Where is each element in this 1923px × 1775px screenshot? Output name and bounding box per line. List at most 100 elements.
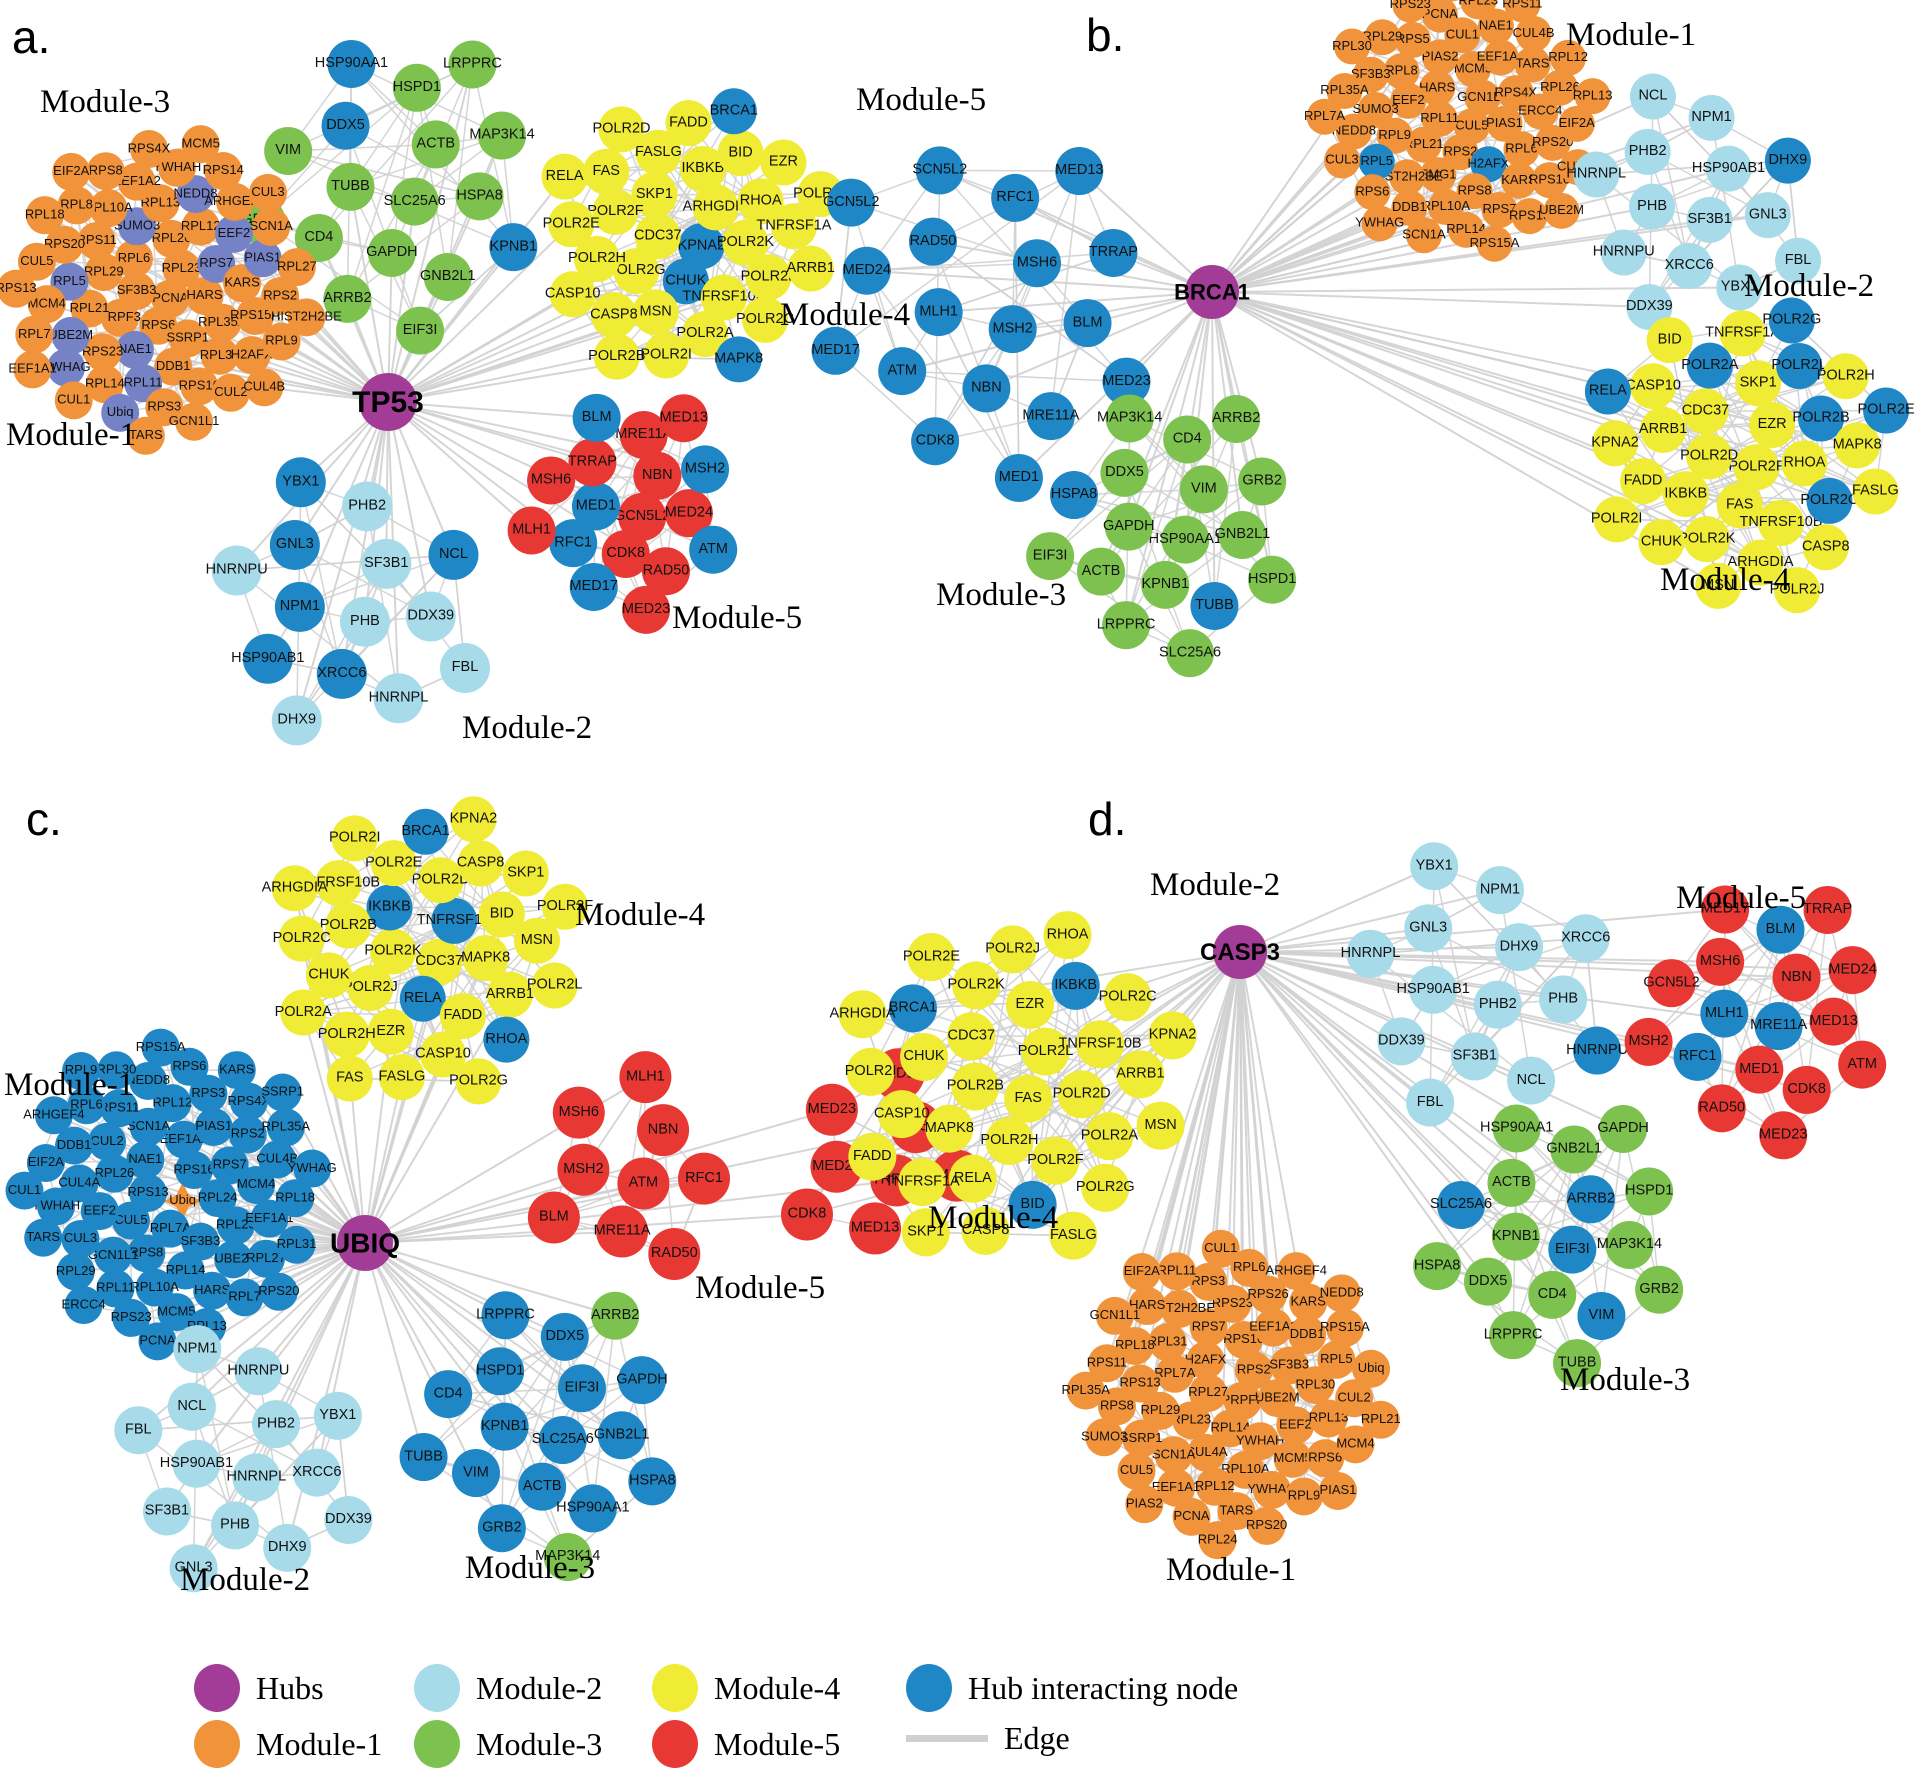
- node-circle[interactable]: [1234, 1351, 1273, 1390]
- node-MSN[interactable]: MSN: [632, 289, 679, 336]
- node-HSP90AB1[interactable]: HSP90AB1: [231, 633, 305, 684]
- node-RPS6[interactable]: RPS6: [1354, 174, 1391, 211]
- node-circle[interactable]: [1774, 567, 1821, 614]
- node-circle[interactable]: [1421, 100, 1458, 137]
- node-circle[interactable]: [1558, 105, 1595, 142]
- node-circle[interactable]: [277, 1225, 316, 1264]
- node-PHB2[interactable]: PHB2: [1473, 980, 1522, 1029]
- node-NBN[interactable]: NBN: [637, 1104, 690, 1157]
- node-circle[interactable]: [305, 952, 352, 999]
- node-circle[interactable]: [60, 1164, 99, 1203]
- node-RAD50[interactable]: RAD50: [908, 217, 957, 266]
- node-circle[interactable]: [947, 1012, 996, 1061]
- node-MLH1[interactable]: MLH1: [619, 1051, 672, 1104]
- node-circle[interactable]: [1309, 1399, 1348, 1438]
- node-circle[interactable]: [1487, 1158, 1536, 1207]
- node-circle[interactable]: [1806, 477, 1853, 524]
- node-circle[interactable]: [1809, 997, 1858, 1046]
- node-circle[interactable]: [271, 695, 322, 746]
- node-VIM[interactable]: VIM: [1179, 465, 1228, 514]
- node-circle[interactable]: [542, 883, 589, 930]
- node-circle[interactable]: [1218, 510, 1267, 559]
- node-circle[interactable]: [217, 1051, 256, 1090]
- node-circle[interactable]: [1749, 402, 1796, 449]
- node-circle[interactable]: [1491, 1212, 1540, 1261]
- node-circle[interactable]: [1085, 1418, 1124, 1457]
- node-circle[interactable]: [1629, 73, 1676, 120]
- node-circle[interactable]: [95, 1154, 134, 1193]
- node-POLR2L[interactable]: POLR2L: [527, 962, 583, 1009]
- node-circle[interactable]: [214, 214, 253, 253]
- node-FADD[interactable]: FADD: [848, 1132, 897, 1181]
- node-circle[interactable]: [342, 481, 393, 532]
- node-circle[interactable]: [1561, 914, 1610, 963]
- node-EEF2[interactable]: EEF2: [1276, 1406, 1315, 1445]
- node-circle[interactable]: [1154, 1436, 1193, 1475]
- node-circle[interactable]: [210, 1146, 249, 1185]
- node-circle[interactable]: [402, 808, 449, 855]
- node-MED13[interactable]: MED13: [1809, 997, 1858, 1046]
- node-circle[interactable]: [1021, 1027, 1070, 1076]
- node-circle[interactable]: [1055, 147, 1104, 196]
- node-circle[interactable]: [315, 860, 362, 907]
- node-circle[interactable]: [455, 172, 504, 221]
- node-TARS[interactable]: TARS: [24, 1218, 63, 1257]
- node-circle[interactable]: [229, 1082, 268, 1121]
- node-circle[interactable]: [632, 289, 679, 336]
- node-circle[interactable]: [417, 857, 464, 904]
- node-circle[interactable]: [1764, 137, 1811, 184]
- node-CDK8[interactable]: CDK8: [780, 1188, 833, 1241]
- node-circle[interactable]: [1504, 0, 1541, 23]
- node-MED24[interactable]: MED24: [843, 246, 891, 295]
- node-HSP90AB1[interactable]: HSP90AB1: [1692, 145, 1765, 192]
- node-circle[interactable]: [1629, 183, 1676, 230]
- node-HSP90AA1[interactable]: HSP90AA1: [315, 39, 388, 88]
- node-FBL[interactable]: FBL: [439, 643, 490, 694]
- node-circle[interactable]: [489, 223, 538, 272]
- node-circle[interactable]: [70, 289, 109, 328]
- node-circle[interactable]: [151, 1209, 190, 1248]
- node-circle[interactable]: [1102, 601, 1151, 650]
- node-circle[interactable]: [1254, 1308, 1293, 1347]
- node-circle[interactable]: [189, 1074, 228, 1113]
- node-GRB2[interactable]: GRB2: [1238, 457, 1287, 506]
- node-circle[interactable]: [569, 562, 618, 611]
- node-circle[interactable]: [1077, 547, 1126, 596]
- node-circle[interactable]: [276, 1179, 315, 1218]
- node-circle[interactable]: [245, 368, 284, 407]
- node-circle[interactable]: [1436, 1181, 1485, 1230]
- node-circle[interactable]: [1477, 8, 1514, 45]
- node-circle[interactable]: [1701, 885, 1750, 934]
- node-BID[interactable]: BID: [1646, 317, 1693, 364]
- node-circle[interactable]: [89, 189, 128, 228]
- node-FASLG[interactable]: FASLG: [1852, 468, 1899, 515]
- node-circle[interactable]: [572, 393, 621, 442]
- node-circle[interactable]: [324, 1495, 373, 1544]
- node-circle[interactable]: [168, 319, 207, 358]
- node-RPS5[interactable]: RPS5: [1394, 21, 1431, 58]
- node-circle[interactable]: [347, 965, 394, 1012]
- node-circle[interactable]: [1511, 198, 1548, 235]
- node-circle[interactable]: [527, 456, 576, 505]
- node-circle[interactable]: [591, 1291, 640, 1340]
- node-circle[interactable]: [111, 1201, 150, 1240]
- node-circle[interactable]: [1179, 465, 1228, 514]
- node-CDK8[interactable]: CDK8: [911, 417, 960, 466]
- node-circle[interactable]: [194, 1108, 233, 1147]
- node-circle[interactable]: [181, 1222, 220, 1261]
- node-circle[interactable]: [416, 938, 463, 985]
- node-RPS8[interactable]: RPS8: [86, 152, 125, 191]
- node-circle[interactable]: [1317, 1340, 1356, 1379]
- node-circle[interactable]: [1481, 191, 1518, 228]
- node-circle[interactable]: [787, 245, 834, 292]
- node-circle[interactable]: [1335, 1379, 1374, 1418]
- node-circle[interactable]: [477, 1504, 526, 1553]
- node-Ubiq[interactable]: Ubiq: [1352, 1349, 1391, 1388]
- node-circle[interactable]: [129, 1061, 168, 1100]
- node-circle[interactable]: [692, 184, 739, 231]
- node-circle[interactable]: [1522, 93, 1559, 130]
- node-circle[interactable]: [1318, 1471, 1357, 1510]
- node-circle[interactable]: [1573, 151, 1620, 198]
- node-SF3B1[interactable]: SF3B1: [1450, 1032, 1499, 1081]
- node-circle[interactable]: [593, 333, 640, 380]
